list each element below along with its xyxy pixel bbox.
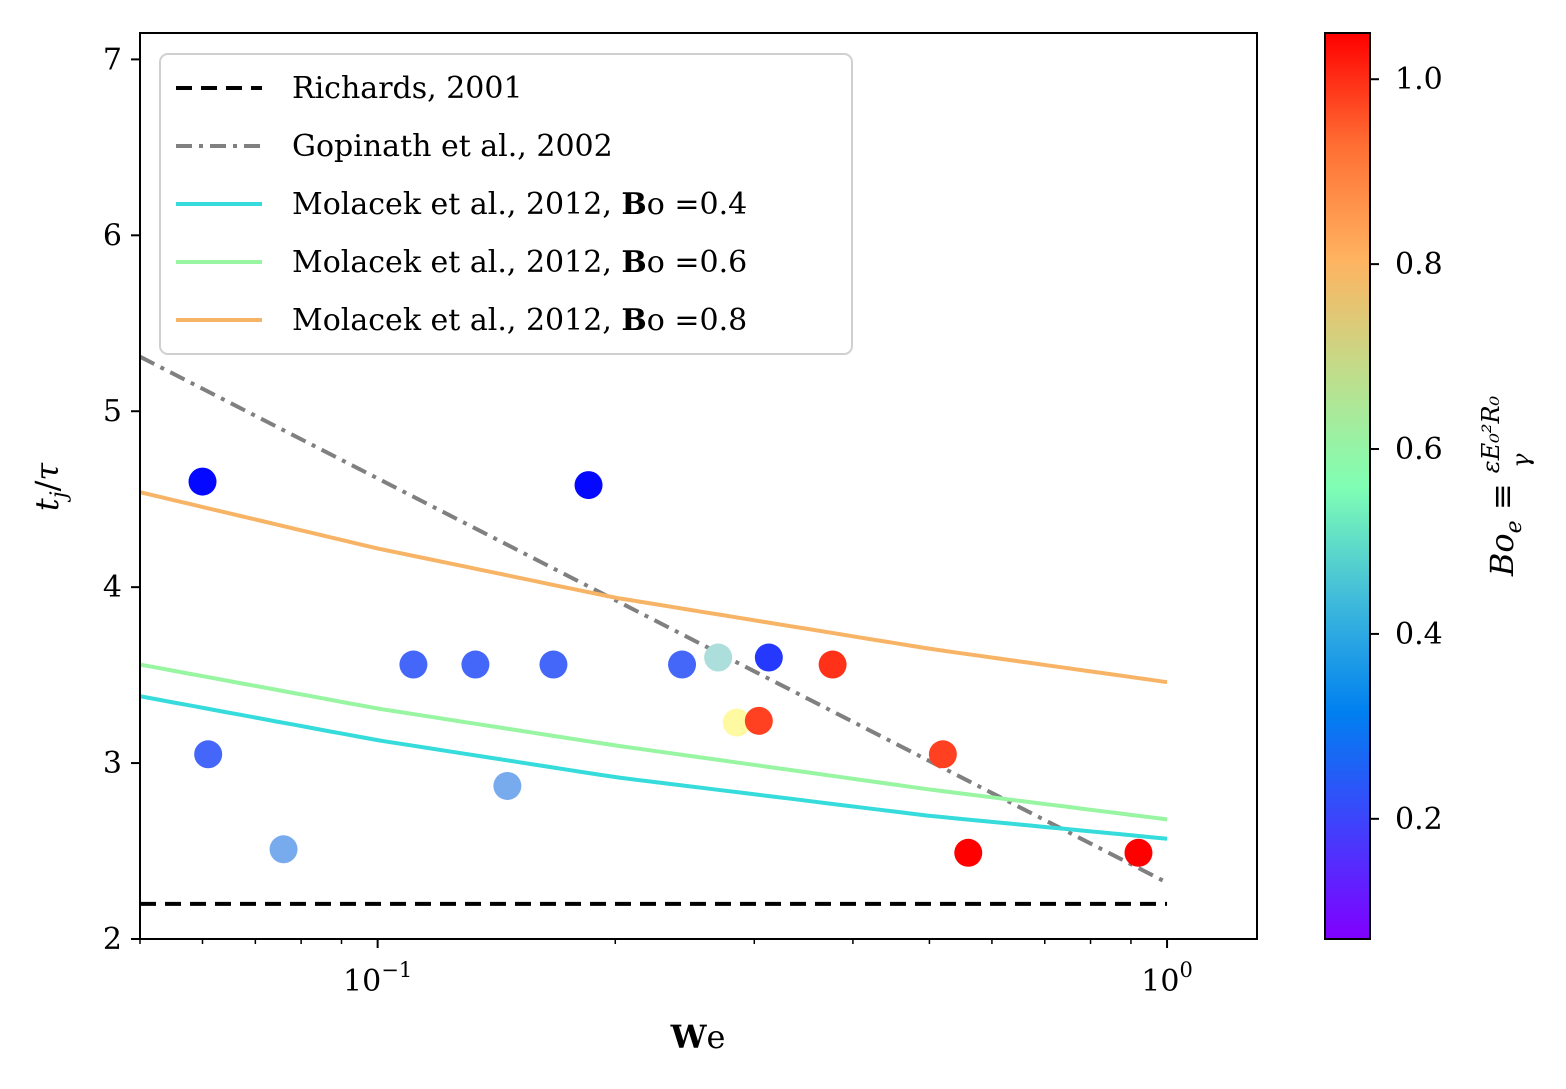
data-point-4 (399, 650, 428, 679)
series-line-5 (140, 490, 1168, 685)
data-point-15 (928, 740, 957, 769)
legend-box (159, 53, 853, 355)
data-point-1 (188, 467, 217, 496)
x-axis-label: We (670, 1018, 726, 1056)
y-tick-label: 6 (103, 218, 122, 253)
data-point-17 (1124, 838, 1153, 867)
data-point-13 (754, 643, 783, 672)
colorbar-tick-label: 0.6 (1395, 432, 1443, 467)
y-tick-label: 5 (103, 394, 122, 429)
data-point-16 (954, 838, 983, 867)
series-line-2 (140, 354, 1168, 885)
legend-label-4: Molacek et al., 2012, Bo =0.6 (292, 245, 747, 280)
data-point-9 (668, 650, 697, 679)
x-tick-label: 10−1 (343, 958, 412, 999)
colorbar-tick-label: 0.8 (1395, 247, 1443, 282)
model-lines (140, 354, 1168, 906)
data-point-5 (461, 650, 490, 679)
legend-label-1: Richards, 2001 (292, 71, 523, 106)
y-axis-label: tj/τ (28, 462, 72, 511)
data-point-6 (493, 771, 522, 800)
data-point-10 (704, 643, 733, 672)
data-point-12 (744, 706, 773, 735)
data-point-14 (818, 650, 847, 679)
y-tick-label: 3 (103, 746, 122, 781)
data-point-3 (269, 835, 298, 864)
colorbar-label: Boe ≡ εE₀²R₀γ (1477, 395, 1535, 577)
colorbar-tick-label: 1.0 (1395, 62, 1443, 97)
y-tick-label: 7 (103, 42, 122, 77)
legend-label-5: Molacek et al., 2012, Bo =0.8 (292, 303, 747, 338)
data-points (188, 467, 1153, 867)
x-tick-label: 100 (1141, 958, 1193, 999)
legend-label-2: Gopinath et al., 2002 (292, 129, 613, 164)
data-point-2 (194, 740, 223, 769)
colorbar-gradient (1324, 32, 1371, 940)
series-line-3 (140, 694, 1168, 841)
series-line-4 (140, 662, 1168, 822)
colorbar-tick-label: 0.4 (1395, 617, 1443, 652)
colorbar-tick-label: 0.2 (1395, 802, 1443, 837)
y-axis-ticks: 2 3 4 5 6 7 (103, 42, 140, 957)
data-point-7 (539, 650, 568, 679)
plot-frame (139, 32, 1258, 940)
x-axis-ticks: 10−1 100 (139, 939, 1193, 999)
data-point-11 (722, 708, 751, 737)
y-tick-label: 4 (103, 570, 122, 605)
y-tick-label: 2 (103, 922, 122, 957)
colorbar: 0.2 0.4 0.6 0.8 1.0 Boe ≡ εE₀²R₀γ (1324, 32, 1535, 940)
legend-label-3: Molacek et al., 2012, Bo =0.4 (292, 187, 747, 222)
legend: Richards, 2001 Gopinath et al., 2002 Molac… (159, 53, 853, 355)
colorbar-ticks: 0.2 0.4 0.6 0.8 1.0 (1370, 62, 1443, 837)
data-point-8 (574, 471, 603, 500)
